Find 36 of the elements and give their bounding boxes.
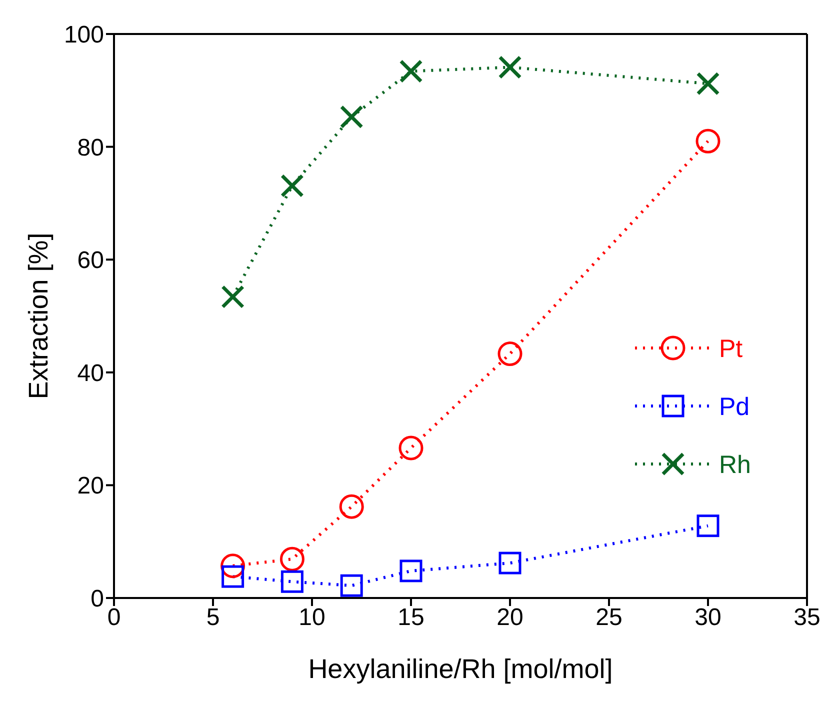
point	[498, 342, 522, 366]
y-tick-label: 40	[77, 360, 104, 387]
x-tick-label: 10	[298, 604, 326, 632]
x-tick-label: 20	[496, 604, 524, 632]
point	[696, 514, 720, 538]
point	[280, 570, 304, 593]
x-tick-label: 5	[206, 604, 220, 632]
x-axis-title: Hexylaniline/Rh [mol/mol]	[308, 654, 613, 684]
legend-label: Pd	[719, 393, 750, 421]
point	[696, 72, 720, 96]
x-tick-label: 35	[794, 604, 820, 632]
x-tick-label: 25	[596, 604, 622, 632]
point	[221, 285, 245, 309]
point	[399, 59, 423, 83]
point	[340, 105, 364, 129]
y-tick-label: 100	[64, 22, 104, 49]
point	[222, 565, 244, 588]
point	[498, 552, 522, 574]
point	[339, 494, 364, 519]
y-tick-label: 60	[77, 247, 104, 274]
x-tick-label: 0	[107, 604, 121, 632]
y-tick-label: 80	[77, 134, 104, 162]
point	[696, 128, 720, 154]
y-axis-title: Extraction [%]	[24, 232, 54, 400]
x-tick-label: 15	[398, 604, 424, 632]
point	[340, 574, 363, 597]
x-tick-label: 30	[694, 604, 722, 632]
y-tick-label: 20	[77, 472, 104, 500]
point	[400, 560, 422, 582]
point	[398, 436, 424, 460]
legend-label: Pt	[719, 335, 743, 363]
legend-label: Rh	[719, 451, 751, 479]
point	[280, 174, 304, 198]
y-tick-label: 0	[90, 586, 104, 613]
point	[498, 56, 522, 80]
point	[280, 546, 304, 572]
